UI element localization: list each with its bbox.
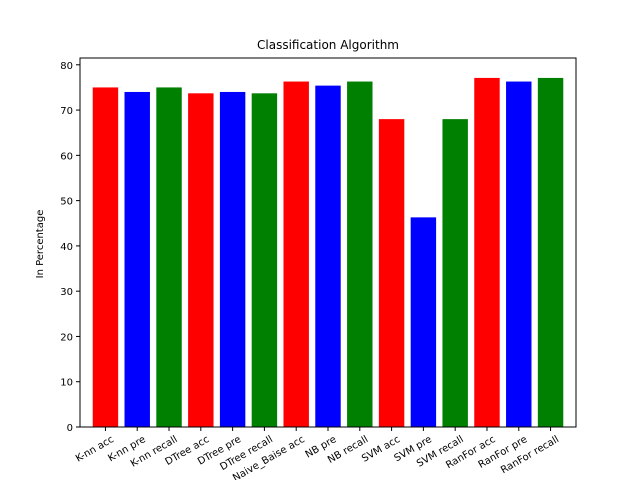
bar-4 [219, 91, 246, 427]
y-tick-label: 20 [60, 332, 73, 343]
plot-frame [79, 57, 577, 428]
y-axis-label: In Percentage [35, 210, 46, 279]
chart-title: Classification Algorithm [257, 38, 399, 52]
y-tick-label: 0 [67, 423, 73, 434]
bar-14 [537, 77, 564, 427]
bar-5 [251, 93, 278, 427]
bar-6 [283, 81, 309, 428]
y-tick-label: 40 [60, 242, 73, 253]
bar-2 [156, 87, 182, 428]
y-tick-label: 80 [60, 61, 73, 72]
bar-3 [188, 93, 214, 427]
y-tick-label: 50 [60, 197, 73, 208]
bar-0 [92, 87, 119, 428]
bar-11 [442, 119, 468, 428]
bar-12 [474, 77, 500, 427]
bar-7 [315, 85, 341, 427]
bar-8 [347, 81, 373, 428]
y-axis-ticks: 0 10 20 30 40 50 60 70 80 [60, 61, 80, 434]
y-tick-label: 30 [60, 287, 73, 298]
bar-13 [506, 81, 532, 428]
y-tick-label: 10 [60, 378, 73, 389]
y-tick-label: 60 [60, 151, 73, 162]
bar-9 [378, 119, 405, 428]
bars-group [92, 77, 564, 428]
bar-1 [124, 91, 150, 427]
bar-10 [410, 217, 437, 427]
y-tick-label: 70 [60, 106, 73, 117]
